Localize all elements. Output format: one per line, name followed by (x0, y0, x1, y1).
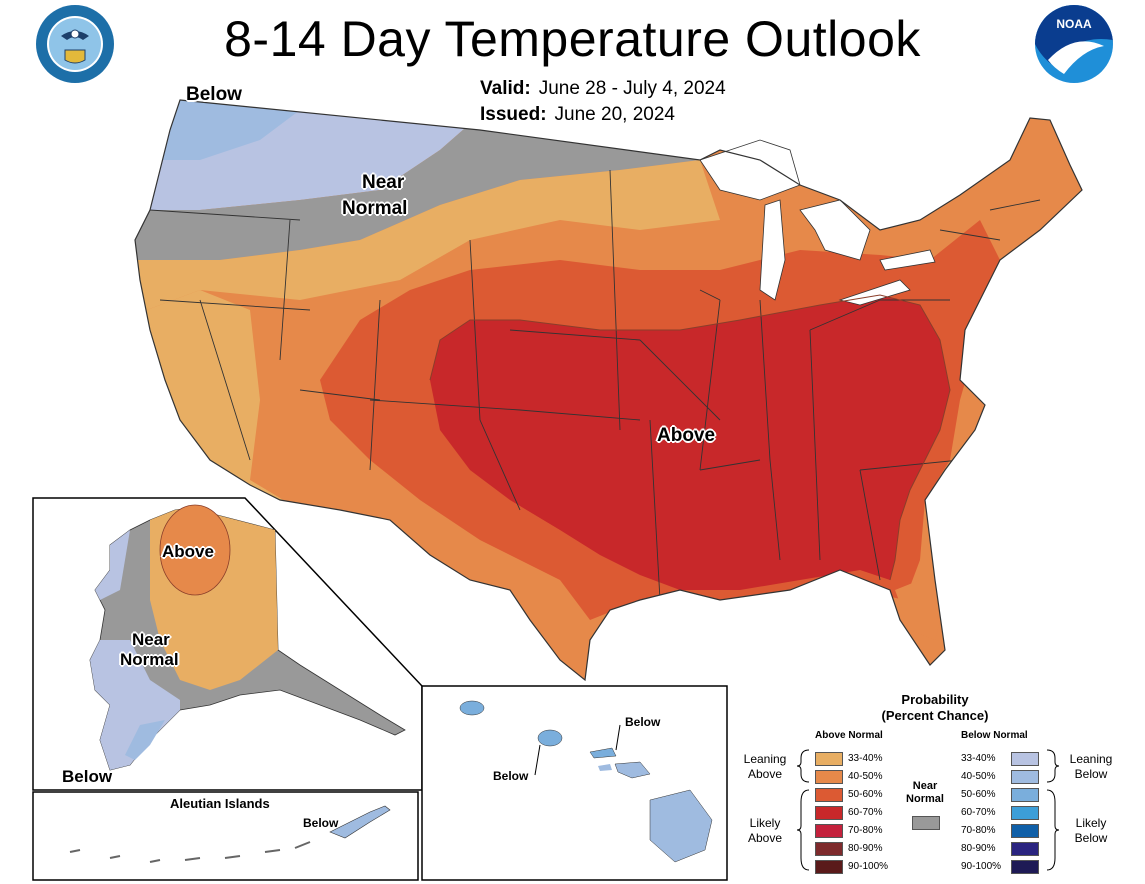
above-normal-swatch-1 (815, 752, 843, 766)
conus-normal-label: Normal (342, 198, 408, 219)
near-normal-swatch (912, 816, 940, 830)
likely-below-line2: Below (1074, 831, 1108, 845)
leaning-above-text: Leaning Above (735, 752, 795, 782)
aleutian-below-label: Below (303, 816, 339, 830)
probability-legend: Probability (Percent Chance) Above Norma… (735, 690, 1135, 880)
legend-title-2: (Percent Chance) (881, 708, 989, 723)
below-normal-swatch-label-5: 70-80% (961, 825, 996, 836)
noaa-text: NOAA (1056, 17, 1092, 31)
above-normal-swatch-3 (815, 788, 843, 802)
legend-title-1: Probability (901, 692, 969, 707)
valid-date-row: Valid: June 28 - July 4, 2024 (480, 78, 726, 100)
below-braces (1046, 749, 1060, 871)
alaska-near-label: Near (132, 630, 170, 649)
alaska-above-label: Above (162, 542, 214, 561)
above-normal-swatch-label-1: 33-40% (848, 753, 883, 764)
below-normal-swatch-label-7: 90-100% (961, 861, 1002, 872)
conus-below-label: Below (186, 84, 242, 105)
below-normal-swatch-label-4: 60-70% (961, 807, 996, 818)
alaska-below-label: Below (62, 767, 113, 786)
above-normal-swatch-label-4: 60-70% (848, 807, 883, 818)
hawaii-below-label-1: Below (493, 769, 529, 783)
legend-below-header: Below Normal (961, 730, 1028, 741)
above-normal-swatch-4 (815, 806, 843, 820)
above-normal-swatch-5 (815, 824, 843, 838)
above-normal-swatch-2 (815, 770, 843, 784)
legend-above-header: Above Normal (815, 730, 883, 741)
noaa-logo: NOAA (1035, 5, 1113, 83)
likely-above-line1: Likely (749, 816, 781, 830)
leaning-below-text: Leaning Below (1061, 752, 1121, 782)
below-normal-swatch-4 (1011, 806, 1039, 820)
hawaii-below-label-2: Below (625, 715, 661, 729)
above-normal-swatch-label-5: 70-80% (848, 825, 883, 836)
hawaii-inset (421, 685, 728, 881)
likely-below-line1: Likely (1075, 816, 1107, 830)
below-normal-swatch-5 (1011, 824, 1039, 838)
conus-outline (134, 99, 1083, 682)
above-normal-swatch-7 (815, 860, 843, 874)
below-normal-swatch-label-6: 80-90% (961, 843, 996, 854)
below-normal-swatch-2 (1011, 770, 1039, 784)
state-borders (149, 169, 1041, 601)
near-normal-line1: Near (912, 780, 938, 792)
commerce-seal-logo (36, 5, 114, 83)
below-normal-swatch-7 (1011, 860, 1039, 874)
above-normal-swatch-label-3: 50-60% (848, 789, 883, 800)
near-normal-line2: Normal (906, 793, 944, 805)
above-normal-swatch-label-7: 90-100% (848, 861, 889, 872)
above-normal-swatch-label-2: 40-50% (848, 771, 883, 782)
conus-above-label: Above (657, 425, 716, 446)
likely-above-line2: Above (747, 831, 783, 845)
issued-date-row: Issued: June 20, 2024 (480, 104, 675, 126)
leaning-above-line1: Leaning (743, 752, 787, 766)
below-normal-swatch-3 (1011, 788, 1039, 802)
aleutian-title: Aleutian Islands (170, 796, 270, 811)
issued-value: June 20, 2024 (554, 104, 675, 125)
map-title: 8-14 Day Temperature Outlook (224, 11, 921, 67)
leaning-above-line2: Above (747, 767, 783, 781)
great-lakes (699, 139, 936, 306)
near-normal-text: Near Normal (895, 780, 955, 806)
likely-above-text: Likely Above (735, 816, 795, 846)
valid-value: June 28 - July 4, 2024 (538, 78, 726, 99)
below-normal-swatch-label-1: 33-40% (961, 753, 996, 764)
below-normal-swatch-1 (1011, 752, 1039, 766)
below-normal-swatch-label-2: 40-50% (961, 771, 996, 782)
contour-60 (429, 294, 951, 581)
leaning-below-line1: Leaning (1069, 752, 1113, 766)
valid-label: Valid: (480, 78, 531, 99)
above-normal-swatch-6 (815, 842, 843, 856)
conus-near-label: Near (362, 172, 405, 193)
alaska-normal-label: Normal (120, 650, 179, 669)
likely-below-text: Likely Below (1061, 816, 1121, 846)
aleutian-inset (32, 791, 419, 881)
issued-label: Issued: (480, 104, 547, 125)
above-normal-swatch-label-6: 80-90% (848, 843, 883, 854)
below-normal-swatch-label-3: 50-60% (961, 789, 996, 800)
above-braces (796, 749, 810, 871)
alaska-inset (32, 497, 423, 791)
below-normal-swatch-6 (1011, 842, 1039, 856)
leaning-below-line2: Below (1074, 767, 1108, 781)
